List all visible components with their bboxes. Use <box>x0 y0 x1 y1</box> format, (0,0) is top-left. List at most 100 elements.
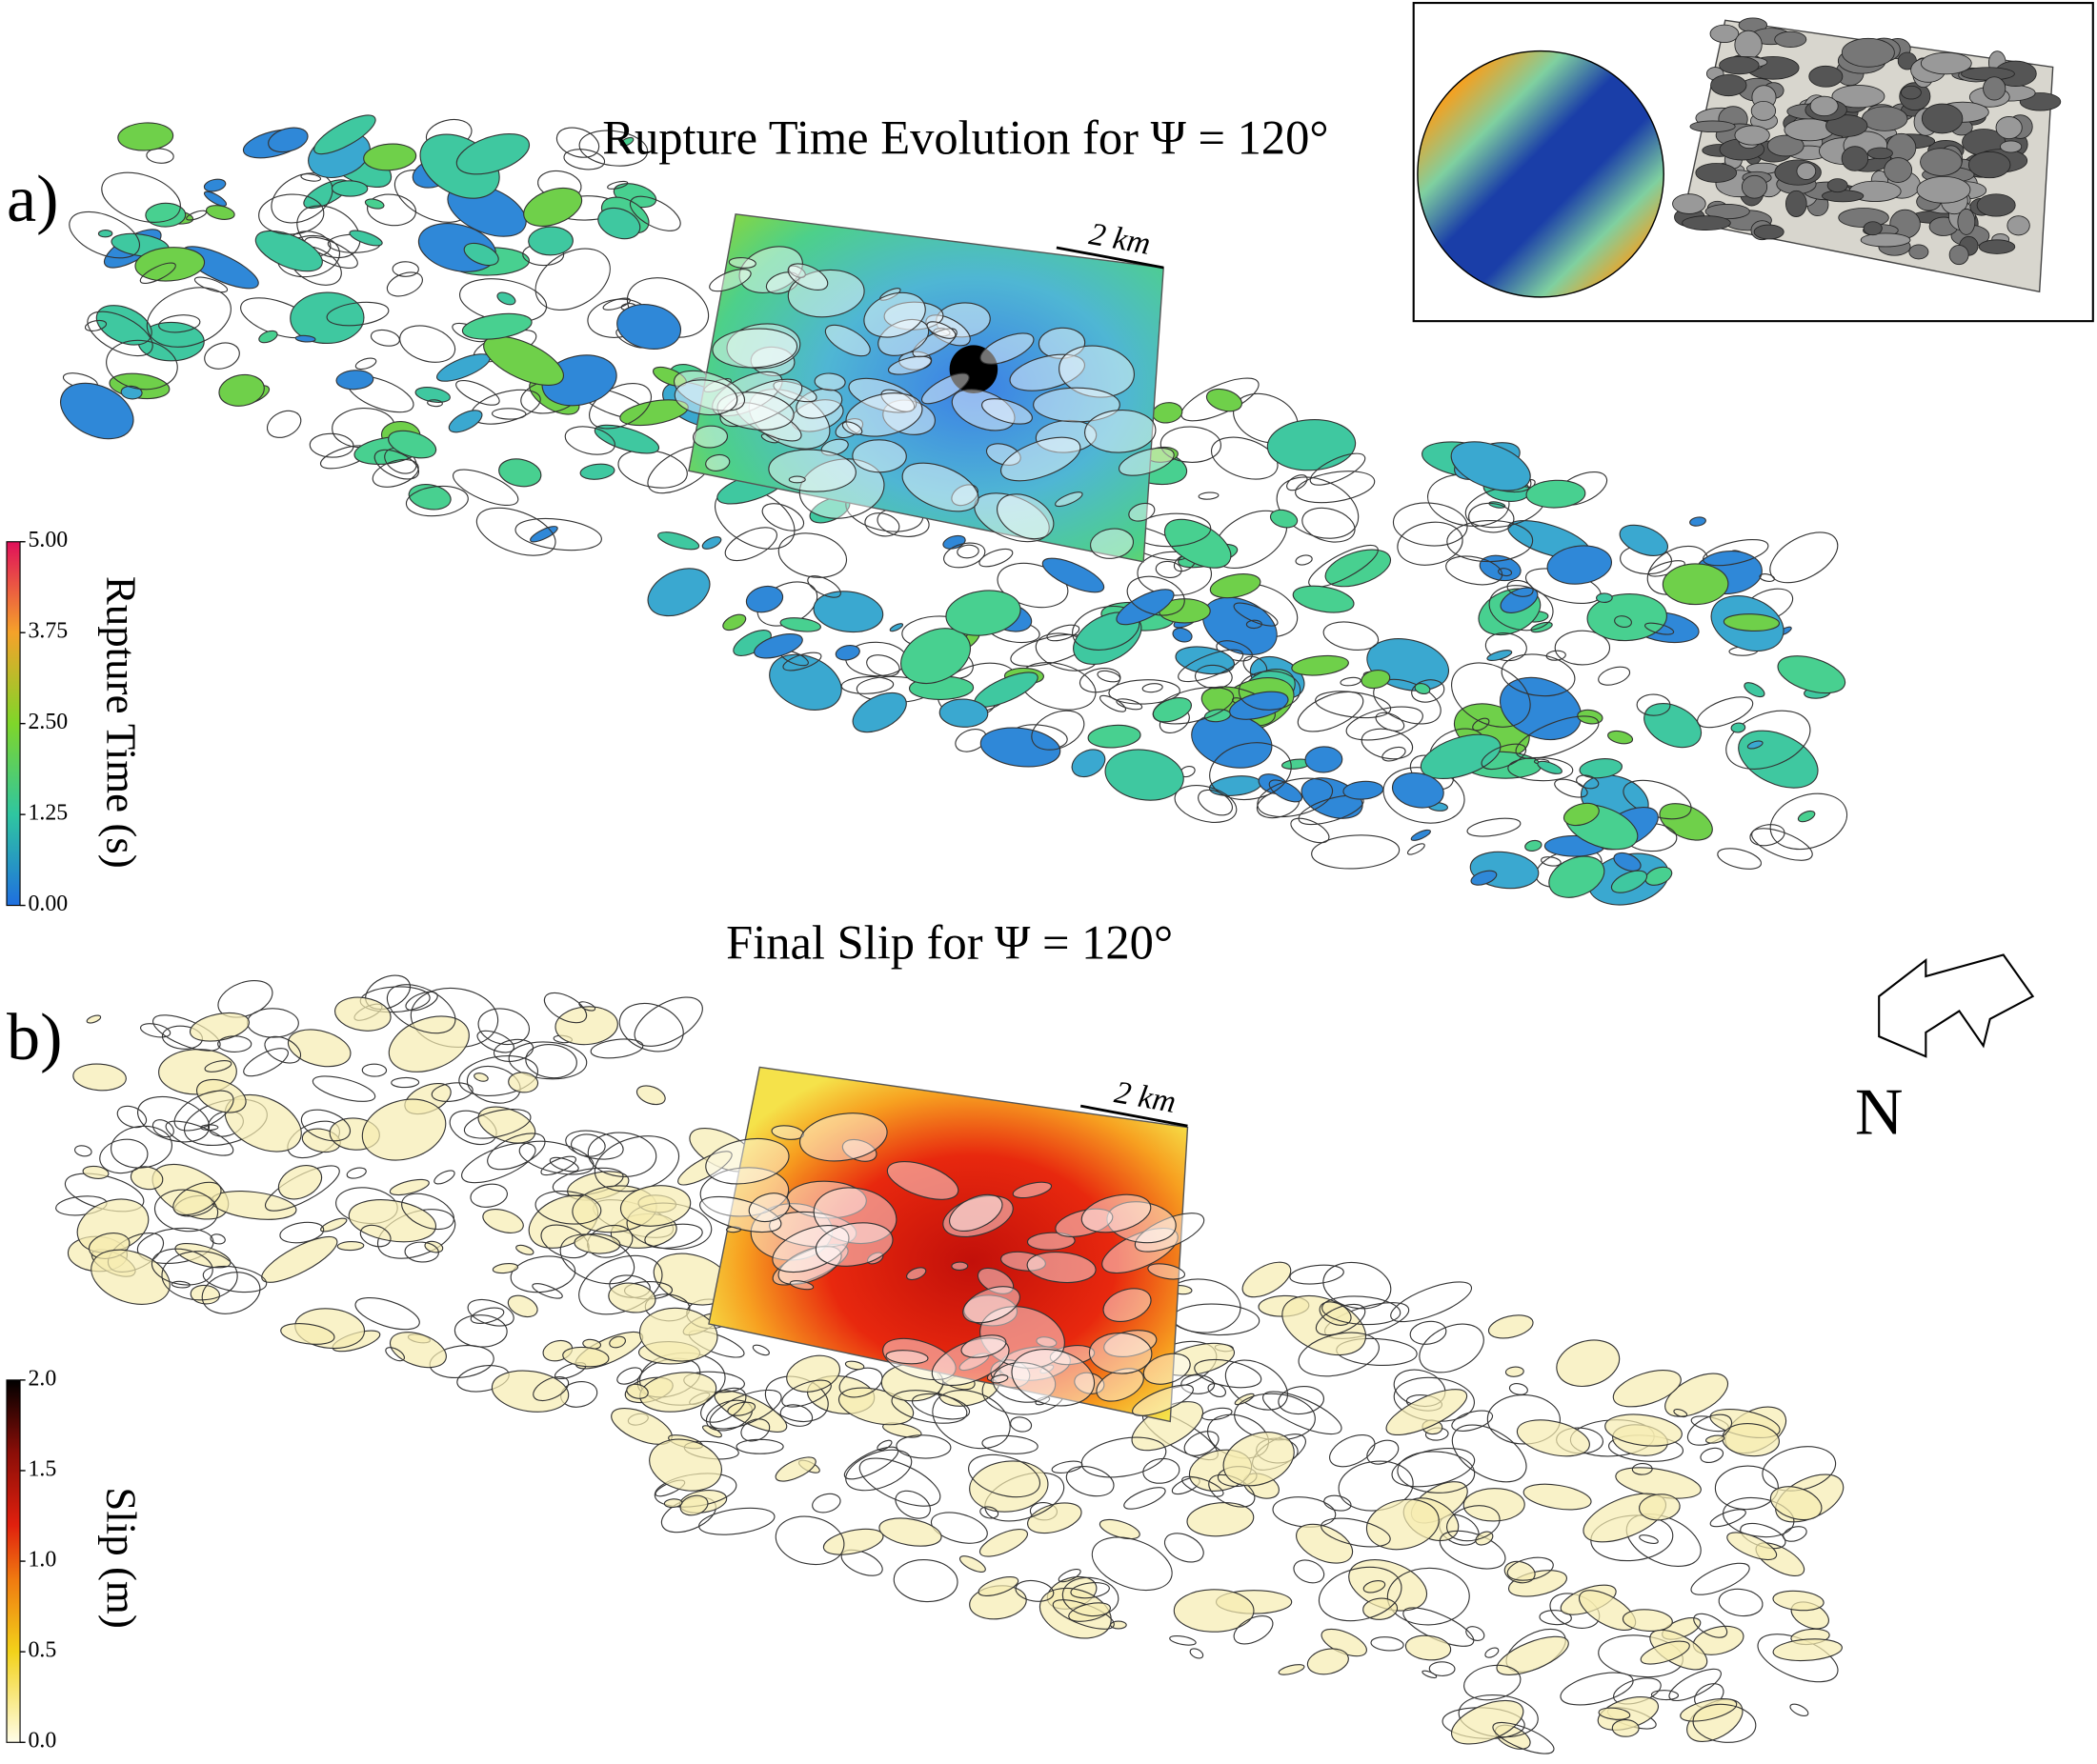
inset-fracture <box>1967 150 2011 179</box>
inset-fracture <box>1838 208 1889 228</box>
fracture-ellipse <box>1205 388 1242 412</box>
north-label: N <box>1855 1075 1904 1150</box>
inset-fracture <box>1920 148 1963 176</box>
fracture-ellipse <box>388 1015 470 1072</box>
fracture-ellipse <box>204 1060 232 1072</box>
fracture-ellipse <box>1097 670 1121 683</box>
inset-fracture <box>1750 100 1777 121</box>
fracture-ellipse <box>391 1076 420 1089</box>
fracture-ellipse <box>1541 856 1562 867</box>
fracture-ellipse <box>814 372 846 391</box>
fracture-ellipse <box>1155 560 1182 579</box>
fracture-ellipse <box>453 469 519 507</box>
fracture-ellipse <box>60 382 134 440</box>
fracture-ellipse <box>1446 520 1534 563</box>
fracture-ellipse <box>597 207 641 240</box>
fracture-ellipse <box>1322 621 1380 651</box>
fracture-ellipse <box>647 568 711 617</box>
fracture-ellipse <box>152 1014 221 1052</box>
fracture-ellipse <box>1668 1668 1722 1702</box>
fracture-ellipse <box>1704 1434 1725 1444</box>
fracture-ellipse <box>1268 779 1303 803</box>
scale-bar <box>1056 246 1164 270</box>
fracture-ellipse <box>370 329 400 347</box>
fracture-ellipse <box>1026 1232 1076 1251</box>
fracture-ellipse <box>534 1190 602 1225</box>
fracture-ellipse <box>789 1280 815 1291</box>
fracture-layer <box>55 974 1845 1754</box>
fracture-ellipse <box>1797 810 1816 823</box>
fracture-ellipse <box>1450 441 1531 491</box>
fracture-ellipse <box>1673 1408 1688 1418</box>
fracture-ellipse <box>1010 1416 1033 1433</box>
fracture-ellipse <box>217 1035 252 1052</box>
fracture-ellipse <box>798 1113 888 1162</box>
fracture-ellipse <box>752 1344 770 1356</box>
fracture-ellipse <box>709 269 752 292</box>
inset-fracture <box>1753 224 1784 240</box>
fracture-ellipse <box>1579 758 1623 779</box>
fracture-ellipse <box>564 426 615 455</box>
fracture-ellipse <box>97 229 113 238</box>
fracture-ellipse <box>930 1512 988 1544</box>
fracture-ellipse <box>401 1193 454 1231</box>
fracture-ellipse <box>932 1390 1011 1450</box>
fracture-ellipse <box>773 380 817 403</box>
fracture-ellipse <box>1744 682 1765 698</box>
fracture-ellipse <box>475 507 556 556</box>
colorbar-tick-label: 1.25 <box>28 801 68 826</box>
fracture-ellipse <box>1428 1661 1456 1676</box>
fracture-ellipse <box>1409 1320 1447 1345</box>
fracture-ellipse <box>951 1261 969 1272</box>
fracture-ellipse <box>949 1193 1003 1233</box>
fracture-ellipse <box>619 136 635 147</box>
fracture-ellipse <box>1110 1620 1127 1630</box>
fracture-ellipse <box>748 1193 791 1223</box>
fracture-ellipse <box>1159 426 1221 463</box>
fracture-ellipse <box>1703 538 1769 567</box>
fracture-ellipse <box>320 1217 348 1233</box>
fracture-ellipse <box>813 591 884 633</box>
fracture-ellipse <box>389 1178 430 1196</box>
fracture-ellipse <box>1390 1281 1473 1323</box>
fracture-ellipse <box>1065 1466 1115 1497</box>
fracture-ellipse <box>1278 1386 1324 1415</box>
inset-fracture <box>1867 147 1893 160</box>
fracture-ellipse <box>1484 1647 1500 1658</box>
fracture-ellipse <box>1365 1498 1440 1551</box>
fracture-ellipse <box>618 1002 684 1052</box>
inset-fracture <box>1983 76 2006 101</box>
fracture-ellipse <box>1033 387 1120 423</box>
fracture-ellipse <box>638 1307 718 1362</box>
fracture-ellipse <box>173 1090 234 1132</box>
fracture-ellipse <box>1439 1530 1506 1570</box>
fracture-ellipse <box>1639 1534 1659 1545</box>
fracture-ellipse <box>1301 507 1356 543</box>
fracture-ellipse <box>738 246 803 293</box>
fracture-ellipse <box>508 1072 539 1093</box>
fracture-ellipse <box>1631 1463 1653 1475</box>
fracture-ellipse <box>312 1075 376 1102</box>
fracture-ellipse <box>815 1222 894 1267</box>
fracture-ellipse <box>1163 518 1232 569</box>
fracture-ellipse <box>1366 1439 1400 1465</box>
fracture-ellipse <box>798 458 885 519</box>
fracture-ellipse <box>1361 728 1414 760</box>
fracture-ellipse <box>1269 509 1299 529</box>
fracture-ellipse <box>761 503 805 531</box>
fracture-ellipse <box>354 357 377 371</box>
inset-fracture <box>1695 163 1738 183</box>
fracture-layer <box>674 246 1175 559</box>
inset <box>1412 2 2094 323</box>
inset-fracture <box>1908 244 1929 260</box>
fracture-ellipse <box>629 195 681 231</box>
fracture-ellipse <box>195 1078 247 1113</box>
fracture-ellipse <box>158 314 201 333</box>
inset-fracture <box>1957 208 1976 235</box>
fracture-ellipse <box>1210 436 1279 480</box>
fracture-ellipse <box>1563 802 1600 827</box>
fracture-ellipse <box>1522 1483 1592 1511</box>
fracture-ellipse <box>1163 1533 1204 1563</box>
fracture-ellipse <box>1189 1648 1204 1659</box>
fracture-ellipse <box>1772 1590 1825 1612</box>
